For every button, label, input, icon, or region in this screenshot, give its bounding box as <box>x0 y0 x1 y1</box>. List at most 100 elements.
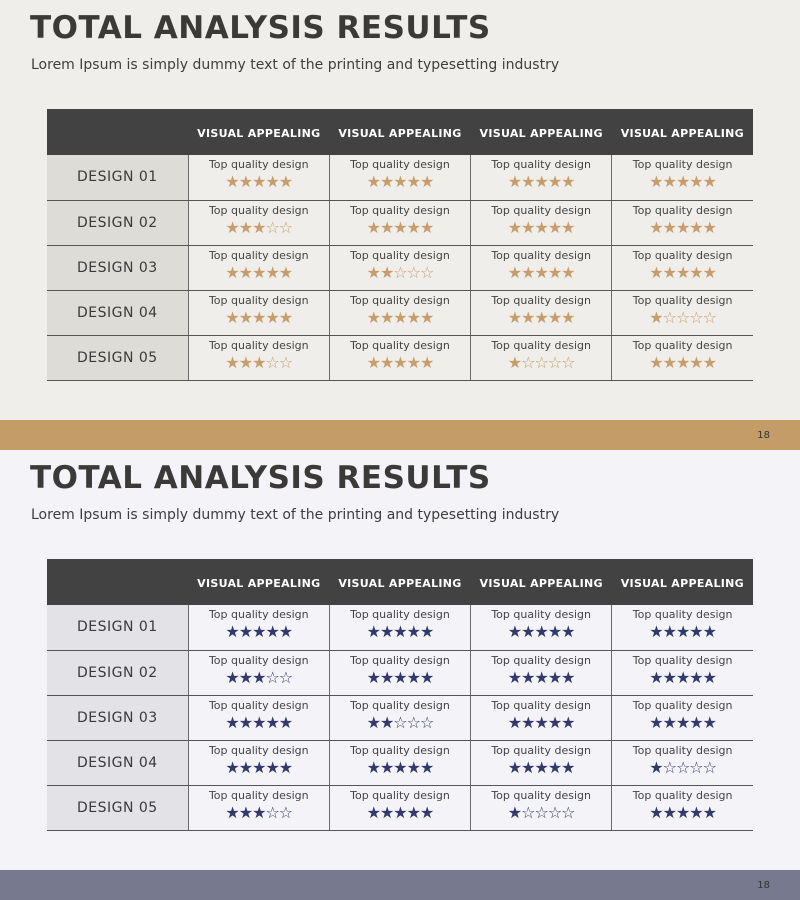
column-header: VISUAL APPEALING <box>470 109 612 155</box>
star-filled-icon: ★ <box>521 307 535 327</box>
star-filled-icon: ★ <box>507 307 522 327</box>
star-filled-icon: ★ <box>521 217 535 237</box>
cell-text: Top quality design <box>632 203 733 217</box>
rating-cell: Top quality design ★★★★★ <box>611 200 753 246</box>
star-filled-icon: ★ <box>393 757 407 777</box>
star-filled-icon: ★ <box>547 622 562 641</box>
star-filled-icon: ★ <box>252 712 266 732</box>
rating-cell: Top quality design ★★★★★ <box>611 650 753 696</box>
star-filled-icon: ★ <box>366 757 381 777</box>
column-header: VISUAL APPEALING <box>611 559 753 605</box>
star-outline-icon: ☆ <box>265 802 279 822</box>
star-outline-icon: ☆ <box>265 667 279 687</box>
cell-text: Top quality design <box>491 653 591 667</box>
star-filled-icon: ★ <box>689 712 703 732</box>
cell-text: Top quality design <box>491 788 591 802</box>
star-filled-icon: ★ <box>507 712 522 732</box>
cell-text: Top quality design <box>208 653 309 667</box>
star-filled-icon: ★ <box>238 217 253 237</box>
star-filled-icon: ★ <box>675 217 690 237</box>
star-filled-icon: ★ <box>561 757 575 777</box>
star-outline-icon: ☆ <box>689 757 703 777</box>
rating-cell: Top quality design ★★★★★ <box>187 155 330 201</box>
star-outline-icon: ☆ <box>689 307 703 327</box>
star-rating: ★★★★★ <box>471 757 611 777</box>
rating-cell: Top quality design ★★★★★ <box>328 605 471 651</box>
star-filled-icon: ★ <box>534 712 548 732</box>
star-filled-icon: ★ <box>689 352 703 372</box>
cell-text: Top quality design <box>350 698 450 712</box>
star-filled-icon: ★ <box>547 172 562 191</box>
star-rating: ★★★★★ <box>612 802 753 822</box>
star-filled-icon: ★ <box>379 217 394 237</box>
star-filled-icon: ★ <box>238 262 253 282</box>
star-filled-icon: ★ <box>561 217 575 237</box>
star-rating: ★★★★★ <box>330 621 470 641</box>
star-filled-icon: ★ <box>379 352 394 372</box>
rating-cell: Top quality design ★☆☆☆☆ <box>470 335 612 381</box>
rating-cell: Top quality design ★★★★★ <box>611 335 753 381</box>
star-rating: ★★★★★ <box>189 757 329 777</box>
star-filled-icon: ★ <box>521 262 535 282</box>
star-outline-icon: ☆ <box>547 802 562 822</box>
star-filled-icon: ★ <box>238 712 253 732</box>
star-filled-icon: ★ <box>662 262 677 282</box>
star-filled-icon: ★ <box>238 757 253 777</box>
star-rating: ★★★★★ <box>330 667 470 687</box>
star-filled-icon: ★ <box>406 757 421 777</box>
star-filled-icon: ★ <box>561 667 575 687</box>
rating-cell: Top quality design ★☆☆☆☆ <box>611 290 753 336</box>
star-filled-icon: ★ <box>225 757 239 777</box>
star-filled-icon: ★ <box>252 802 266 822</box>
star-filled-icon: ★ <box>649 757 663 777</box>
column-header: VISUAL APPEALING <box>188 109 330 155</box>
star-filled-icon: ★ <box>662 172 677 191</box>
column-header: VISUAL APPEALING <box>329 109 471 155</box>
star-rating: ★★★★★ <box>612 352 753 372</box>
star-outline-icon: ☆ <box>534 352 548 372</box>
star-filled-icon: ★ <box>662 712 677 732</box>
star-filled-icon: ★ <box>507 352 522 372</box>
rating-cell: Top quality design ★★★★★ <box>328 155 471 201</box>
star-rating: ★★★★★ <box>330 757 470 777</box>
star-filled-icon: ★ <box>675 667 690 687</box>
row-label: DESIGN 05 <box>47 335 189 381</box>
star-outline-icon: ☆ <box>521 802 535 822</box>
star-filled-icon: ★ <box>225 262 239 282</box>
star-outline-icon: ☆ <box>521 352 535 372</box>
star-outline-icon: ☆ <box>419 712 434 732</box>
star-rating: ★★★★★ <box>330 802 470 822</box>
star-filled-icon: ★ <box>225 352 239 372</box>
star-outline-icon: ☆ <box>406 262 421 282</box>
rating-cell: Top quality design ★★★★★ <box>328 650 471 696</box>
star-filled-icon: ★ <box>379 172 394 191</box>
row-label: DESIGN 01 <box>47 605 189 651</box>
star-outline-icon: ☆ <box>675 307 690 327</box>
star-filled-icon: ★ <box>252 667 266 687</box>
rating-cell: Top quality design ★☆☆☆☆ <box>470 785 612 831</box>
star-filled-icon: ★ <box>406 217 421 237</box>
star-filled-icon: ★ <box>379 307 394 327</box>
star-outline-icon: ☆ <box>547 352 562 372</box>
star-filled-icon: ★ <box>379 667 394 687</box>
star-filled-icon: ★ <box>649 217 663 237</box>
slide-title: TOTAL ANALYSIS RESULTS <box>30 10 491 46</box>
star-filled-icon: ★ <box>393 307 407 327</box>
star-filled-icon: ★ <box>547 667 562 687</box>
star-filled-icon: ★ <box>265 757 279 777</box>
rating-cell: Top quality design ★★★☆☆ <box>187 335 330 381</box>
rating-cell: Top quality design ★★★★★ <box>187 290 330 336</box>
rating-cell: Top quality design ★★★★★ <box>470 155 612 201</box>
star-filled-icon: ★ <box>419 622 434 641</box>
star-filled-icon: ★ <box>278 262 293 282</box>
slide-subtitle: Lorem Ipsum is simply dummy text of the … <box>31 507 560 523</box>
cell-text: Top quality design <box>632 248 733 262</box>
star-filled-icon: ★ <box>547 217 562 237</box>
star-filled-icon: ★ <box>649 667 663 687</box>
star-filled-icon: ★ <box>702 712 717 732</box>
row-label: DESIGN 02 <box>47 650 189 696</box>
star-rating: ★★★★★ <box>471 217 611 237</box>
rating-cell: Top quality design ★★★★★ <box>470 695 612 741</box>
cell-text: Top quality design <box>350 248 450 262</box>
star-rating: ★★★★★ <box>189 621 329 641</box>
